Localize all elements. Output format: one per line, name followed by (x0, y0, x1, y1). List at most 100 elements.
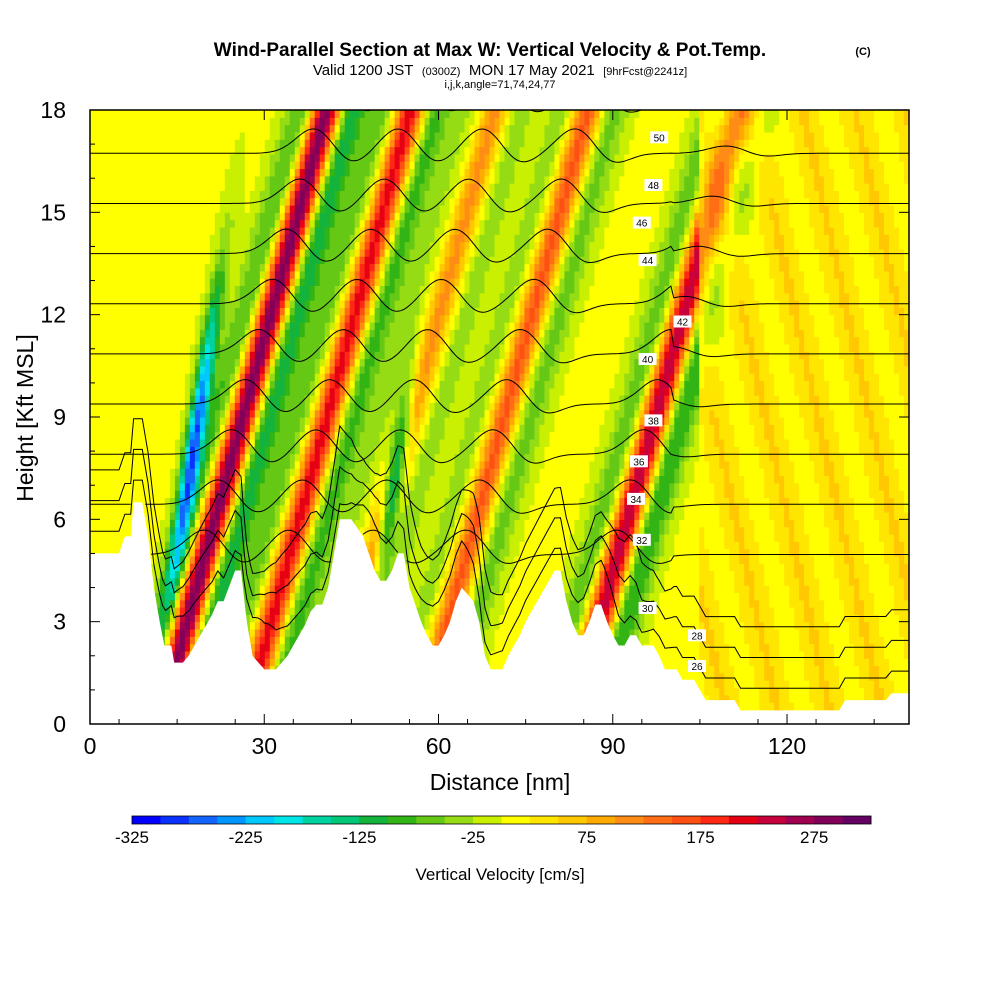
velocity-cell (159, 438, 166, 447)
velocity-cell (324, 504, 331, 513)
velocity-cell (369, 263, 376, 272)
velocity-cell (374, 329, 381, 338)
velocity-cell (254, 161, 261, 170)
velocity-cell (129, 321, 136, 330)
velocity-cell (169, 131, 176, 140)
velocity-cell (169, 365, 176, 374)
velocity-cell (154, 409, 161, 418)
velocity-cell (199, 373, 206, 382)
velocity-cell (259, 153, 266, 162)
velocity-cell (379, 453, 386, 462)
velocity-cell (244, 599, 251, 608)
velocity-cell (374, 548, 381, 557)
velocity-cell (309, 263, 316, 272)
velocity-cell (249, 424, 256, 433)
velocity-cell (359, 519, 366, 528)
velocity-cell (309, 460, 316, 469)
velocity-cell (379, 278, 386, 287)
velocity-cell (339, 336, 346, 345)
velocity-cell (264, 475, 271, 484)
velocity-cell (109, 395, 116, 403)
velocity-cell (264, 636, 271, 645)
velocity-cell (339, 205, 346, 213)
velocity-cell (104, 117, 111, 126)
velocity-cell (379, 153, 386, 162)
velocity-cell (374, 475, 381, 484)
velocity-cell (364, 343, 371, 352)
velocity-cell (229, 380, 236, 389)
velocity-cell (164, 351, 171, 360)
velocity-cell (319, 387, 326, 396)
velocity-cell (274, 643, 281, 652)
velocity-cell (194, 460, 201, 469)
velocity-cell (239, 329, 246, 338)
subtitle-forecast: [9hrFcst@2241z] (603, 66, 687, 78)
velocity-cell (344, 373, 351, 382)
velocity-cell (189, 585, 196, 594)
velocity-cell (294, 585, 301, 594)
velocity-cell (319, 212, 326, 221)
velocity-cell (124, 263, 131, 272)
velocity-cell (179, 424, 186, 433)
velocity-cell (379, 168, 386, 177)
velocity-cell (254, 358, 261, 367)
velocity-cell (244, 409, 251, 418)
velocity-cell (264, 599, 271, 608)
velocity-cell (309, 110, 316, 118)
velocity-cell (284, 278, 291, 287)
velocity-cell (374, 380, 381, 389)
velocity-cell (184, 402, 191, 411)
velocity-cell (239, 248, 246, 257)
velocity-cell (129, 183, 136, 192)
velocity-cell (279, 468, 286, 477)
velocity-cell (214, 570, 221, 579)
velocity-cell (164, 563, 171, 572)
velocity-cell (229, 387, 236, 396)
velocity-cell (249, 482, 256, 491)
velocity-cell (229, 256, 236, 265)
velocity-cell (234, 431, 241, 440)
velocity-cell (179, 373, 186, 382)
velocity-cell (324, 263, 331, 272)
velocity-cell (189, 321, 196, 330)
velocity-cell (249, 336, 256, 345)
velocity-cell (319, 490, 326, 499)
velocity-cell (379, 409, 386, 418)
velocity-cell (319, 219, 326, 228)
velocity-cell (159, 504, 166, 513)
velocity-cell (179, 168, 186, 177)
velocity-cell (244, 205, 251, 213)
velocity-cell (209, 468, 216, 477)
velocity-cell (209, 497, 216, 506)
velocity-cell (329, 417, 336, 425)
velocity-cell (319, 446, 326, 455)
velocity-cell (284, 248, 291, 257)
velocity-cell (244, 285, 251, 294)
velocity-cell (179, 548, 186, 557)
velocity-cell (284, 402, 291, 411)
velocity-cell (189, 417, 196, 425)
velocity-cell (154, 110, 161, 118)
velocity-cell (229, 482, 236, 491)
velocity-cell (324, 424, 331, 433)
velocity-cell (144, 504, 151, 513)
velocity-cell (249, 380, 256, 389)
velocity-cell (294, 468, 301, 477)
velocity-cell (269, 321, 276, 330)
velocity-cell (139, 175, 146, 184)
velocity-cell (334, 387, 341, 396)
velocity-cell (124, 453, 131, 462)
velocity-cell (184, 504, 191, 513)
velocity-cell (329, 336, 336, 345)
velocity-cell (114, 402, 121, 411)
velocity-cell (124, 226, 131, 235)
velocity-cell (274, 197, 281, 206)
velocity-cell (209, 175, 216, 184)
velocity-cell (249, 402, 256, 411)
velocity-cell (279, 219, 286, 228)
velocity-cell (374, 256, 381, 265)
velocity-cell (109, 490, 116, 499)
velocity-cell (224, 519, 231, 528)
velocity-cell (279, 424, 286, 433)
